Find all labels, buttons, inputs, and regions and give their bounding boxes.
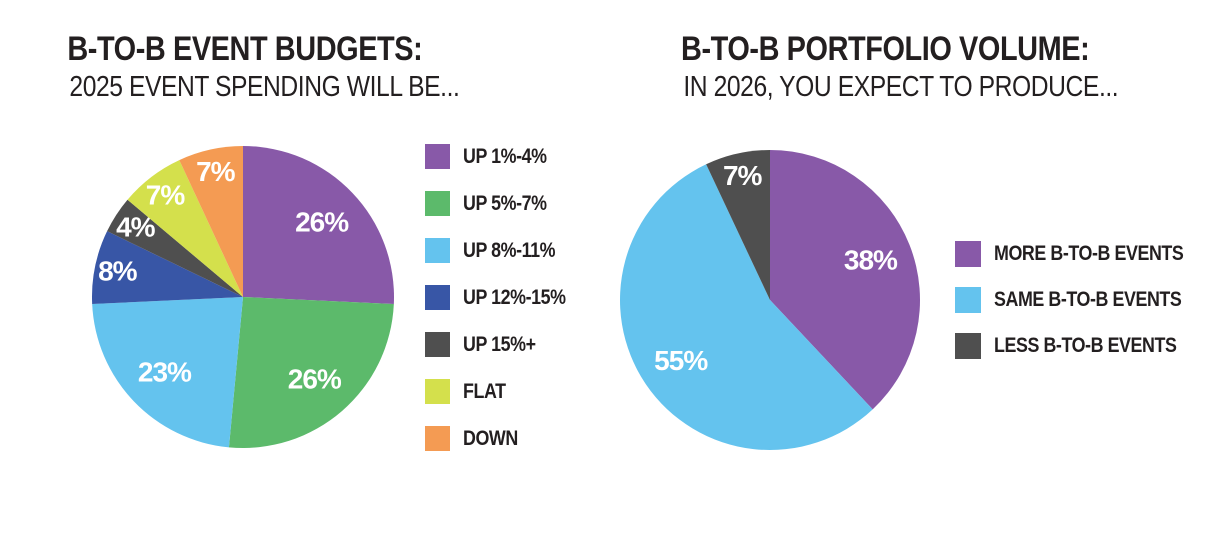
portfolio-chart-subtitle: IN 2026, YOU EXPECT TO PRODUCE... [645, 71, 1118, 104]
legend-item-less-b-to-b-events: LESS B-TO-B EVENTS [955, 333, 1217, 359]
pie-slice-value-label-up-12-15: 8% [98, 256, 138, 287]
legend-label-up-5-7: UP 5%-7% [463, 191, 547, 215]
legend-item-flat: FLAT [425, 379, 584, 404]
pie-slice-value-label-down: 7% [196, 156, 236, 187]
legend-item-up-12-15: UP 12%-15% [425, 285, 584, 310]
legend-label-same-b-to-b-events: SAME B-TO-B EVENTS [994, 288, 1182, 311]
legend-item-up-1-4: UP 1%-4% [425, 144, 584, 169]
legend-swatch-up-15 [425, 332, 450, 357]
legend-label-up-1-4: UP 1%-4% [463, 144, 547, 168]
pie-slice-up-15 [107, 199, 243, 297]
portfolio-chart-title: B-TO-B PORTFOLIO VOLUME: [645, 30, 1090, 68]
pie-slice-less-b-to-b-events [706, 150, 770, 300]
legend-label-flat: FLAT [463, 379, 506, 403]
legend-swatch-flat [425, 379, 450, 404]
pie-slice-value-label-up-8-11: 23% [138, 357, 192, 388]
pie-slice-more-b-to-b-events [770, 150, 921, 410]
legend-label-up-15: UP 15%+ [463, 332, 536, 356]
legend-label-up-12-15: UP 12%-15% [463, 285, 566, 309]
budget-chart-title-block: B-TO-B EVENT BUDGETS: 2025 EVENT SPENDIN… [35, 30, 459, 104]
legend-swatch-up-5-7 [425, 191, 450, 216]
pie-slice-value-label-same-b-to-b-events: 55% [654, 345, 708, 376]
legend-label-up-8-11: UP 8%-11% [463, 238, 556, 262]
pie-slice-same-b-to-b-events [620, 164, 873, 451]
pie-slice-flat [127, 160, 243, 297]
budget-chart-legend: UP 1%-4% UP 5%-7% UP 8%-11% UP 12%-15% UP 15… [425, 144, 584, 473]
pie-slice-up-1-4 [243, 146, 395, 305]
legend-swatch-up-8-11 [425, 238, 450, 263]
legend-swatch-less-b-to-b-events [955, 333, 981, 359]
legend-label-down: DOWN [463, 426, 518, 450]
budget-chart-title: B-TO-B EVENT BUDGETS: [35, 30, 455, 68]
legend-label-more-b-to-b-events: MORE B-TO-B EVENTS [994, 242, 1184, 265]
legend-swatch-same-b-to-b-events [955, 287, 981, 313]
legend-swatch-up-1-4 [425, 144, 450, 169]
legend-item-down: DOWN [425, 426, 584, 451]
budget-chart-subtitle-text: 2025 EVENT SPENDING WILL BE... [69, 71, 460, 103]
portfolio-chart-subtitle-text: IN 2026, YOU EXPECT TO PRODUCE... [683, 71, 1119, 103]
budget-chart-subtitle: 2025 EVENT SPENDING WILL BE... [35, 71, 459, 104]
pie-slice-up-5-7 [228, 297, 394, 448]
pie-slice-value-label-less-b-to-b-events: 7% [723, 160, 763, 191]
portfolio-chart-legend: MORE B-TO-B EVENTS SAME B-TO-B EVENTS LESS… [955, 241, 1217, 379]
legend-swatch-up-12-15 [425, 285, 450, 310]
legend-swatch-more-b-to-b-events [955, 241, 981, 267]
pie-slice-value-label-up-5-7: 26% [288, 364, 342, 395]
pie-slice-value-label-flat: 7% [146, 180, 186, 211]
legend-label-less-b-to-b-events: LESS B-TO-B EVENTS [994, 334, 1177, 357]
portfolio-pie-chart: 38% 55% 7% [620, 150, 921, 451]
pie-slice-value-label-more-b-to-b-events: 38% [844, 245, 898, 276]
legend-swatch-down [425, 426, 450, 451]
pie-slice-up-12-15 [91, 231, 243, 305]
pie-slice-down [179, 146, 243, 297]
budget-pie-chart: 26%26%23%8%4%7%7% [91, 146, 395, 448]
legend-item-up-5-7: UP 5%-7% [425, 191, 584, 216]
budget-chart-title-text: B-TO-B EVENT BUDGETS: [67, 30, 423, 68]
pie-slice-up-8-11 [92, 297, 243, 448]
legend-item-more-b-to-b-events: MORE B-TO-B EVENTS [955, 241, 1217, 267]
portfolio-chart-title-block: B-TO-B PORTFOLIO VOLUME: IN 2026, YOU EX… [645, 30, 1119, 104]
portfolio-chart-title-text: B-TO-B PORTFOLIO VOLUME: [681, 30, 1090, 68]
legend-item-same-b-to-b-events: SAME B-TO-B EVENTS [955, 287, 1217, 313]
legend-item-up-15: UP 15%+ [425, 332, 584, 357]
pie-slice-value-label-up-1-4: 26% [295, 206, 349, 237]
legend-item-up-8-11: UP 8%-11% [425, 238, 584, 263]
